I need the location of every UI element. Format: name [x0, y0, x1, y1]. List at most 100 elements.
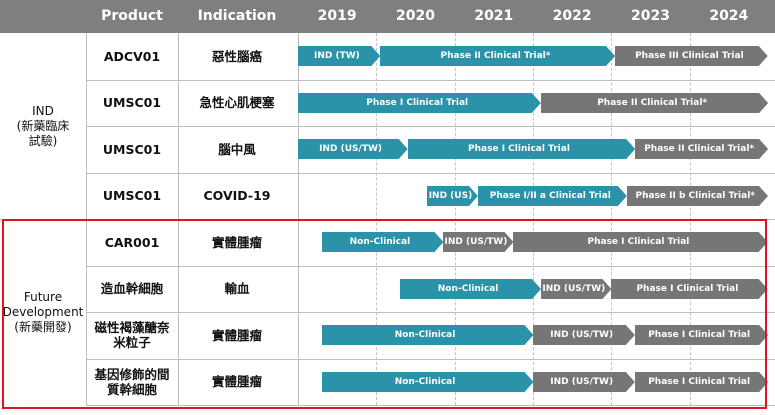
phase-bar-label: Phase I Clinical Trial [648, 376, 751, 387]
phase-bar-label: Phase I Clinical Trial [366, 97, 469, 108]
phase-bar-shape [298, 139, 408, 160]
phase-bar-label: Phase II Clinical Trial* [440, 51, 551, 62]
phase-bar-shape [442, 232, 514, 253]
phase-bar [513, 232, 768, 253]
phase-bar-label: Phase III Clinical Trial [635, 51, 744, 62]
header-year-2024: 2024 [709, 8, 749, 24]
phase-bar-shape [533, 325, 635, 346]
phase-bar-shape [399, 278, 541, 299]
phase-bar [533, 325, 635, 346]
phase-bar-label: IND (US/TW) [444, 237, 508, 248]
phase-bar-shape [627, 185, 768, 206]
phase-bar-shape [540, 92, 768, 113]
phase-bar-label: Phase II Clinical Trial* [644, 144, 755, 155]
phase-bar-shape [298, 92, 541, 113]
row-divider [86, 358, 775, 360]
row-divider [86, 79, 775, 81]
header-year-2020: 2020 [396, 8, 435, 24]
phase-bar [427, 185, 479, 206]
phase-bar-label: Phase I/II a Clinical Trial [489, 190, 611, 201]
phase-bar [298, 46, 381, 67]
phase-bar [478, 185, 627, 206]
row-divider [86, 312, 775, 313]
product-label: ADCV01 [103, 48, 161, 64]
phase-bar-label: Non-Clinical [349, 237, 411, 248]
phase-bar [399, 278, 541, 299]
group-label: Future Development (新藥開發) [2, 289, 84, 334]
group-label: IND (新藥臨床 試驗) [16, 103, 70, 148]
year-gridline [376, 33, 378, 405]
indication-label: 輸血 [224, 281, 250, 297]
phase-bar-label: IND (US/TW) [550, 376, 614, 387]
phase-bar-label: IND (US/TW) [550, 330, 614, 341]
phase-bar [533, 371, 635, 392]
header-year-2022: 2022 [552, 8, 592, 24]
phase-bar-shape [540, 278, 612, 299]
phase-bar-shape [478, 185, 627, 206]
phase-bar-shape [615, 46, 768, 67]
row-divider [86, 405, 775, 406]
indication-label: 實體腫瘤 [211, 234, 262, 250]
phase-bar [627, 185, 768, 206]
column-divider [298, 33, 299, 405]
phase-bar [321, 325, 533, 346]
phase-bar-shape [321, 325, 533, 346]
phase-bar [540, 92, 768, 113]
phase-bar [321, 232, 443, 253]
phase-bar-shape [634, 371, 768, 392]
phase-bar-shape [321, 371, 533, 392]
header-product: Product [101, 8, 163, 24]
phase-bar-label: Phase I Clinical Trial [636, 283, 739, 294]
row-divider [86, 126, 775, 127]
phase-bar [442, 232, 514, 253]
phase-bar-shape [513, 232, 768, 253]
phase-bar-label: IND (TW) [313, 51, 360, 62]
phase-bar-label: IND (US/TW) [542, 283, 606, 294]
phase-bar-label: Non-Clinical [394, 330, 456, 341]
phase-bar [380, 46, 616, 67]
header-indication: Indication [197, 8, 277, 24]
phase-bar-label: Phase II Clinical Trial* [597, 97, 708, 108]
indication-label: COVID-19 [203, 188, 271, 204]
year-gridline [611, 33, 613, 405]
phase-bar-shape [407, 139, 635, 160]
indication-label: 實體腫瘤 [211, 327, 262, 343]
indication-label: 腦中風 [218, 141, 256, 157]
phase-bar-label: IND (US/TW) [319, 144, 382, 155]
indication-label: 實體腫瘤 [211, 374, 262, 390]
phase-bar [634, 139, 768, 160]
phase-bar-label: Phase II b Clinical Trial* [635, 190, 755, 201]
phase-bar [611, 278, 768, 299]
phase-bar-shape [611, 278, 768, 299]
phase-bar [634, 325, 768, 346]
phase-bar-label: Non-Clinical [394, 376, 456, 387]
phase-bar-label: Phase I Clinical Trial [648, 330, 751, 341]
phase-bar-shape [298, 46, 381, 67]
phase-bar [540, 278, 612, 299]
phase-bar-shape [380, 46, 616, 67]
header-year-2021: 2021 [474, 8, 514, 24]
phase-bar [407, 139, 635, 160]
indication-label: 惡性腦癌 [211, 48, 262, 64]
phase-bar-label: Phase I Clinical Trial [468, 144, 570, 155]
product-label: CAR001 [104, 234, 160, 250]
year-gridline [454, 33, 456, 405]
phase-bar-shape [427, 185, 479, 206]
phase-bar-label: Non-Clinical [437, 283, 499, 294]
product-label: UMSC01 [102, 141, 162, 157]
header-band [0, 0, 775, 33]
phase-bar-label: Phase I Clinical Trial [587, 237, 690, 248]
phase-bar-shape [321, 232, 443, 253]
phase-bar-shape [634, 139, 768, 160]
year-gridline [533, 33, 534, 405]
product-label: 基因修飾的間 質幹細胞 [94, 366, 170, 397]
phase-bar-shape [634, 325, 768, 346]
product-label: UMSC01 [102, 188, 162, 204]
row-divider [86, 172, 775, 174]
product-label: 造血幹細胞 [100, 281, 164, 297]
phase-bar [298, 139, 408, 160]
product-label: UMSC01 [102, 95, 162, 111]
header-year-2019: 2019 [317, 8, 357, 24]
phase-bar [634, 371, 768, 392]
